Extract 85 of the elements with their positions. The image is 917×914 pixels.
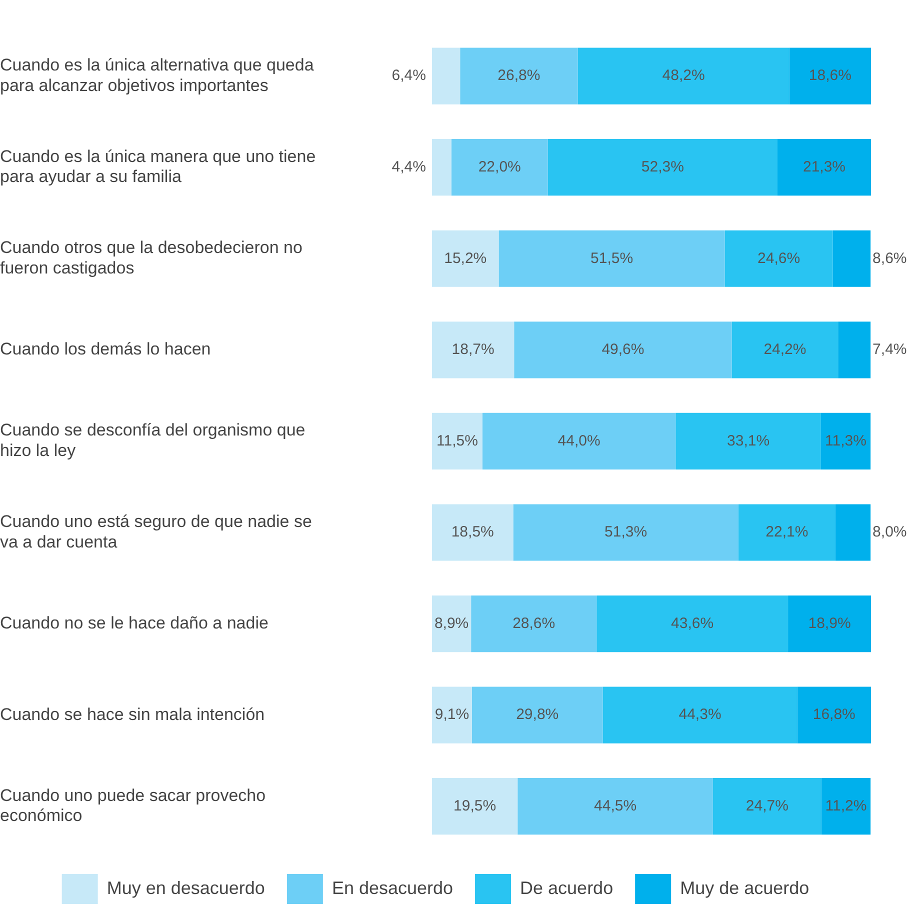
data-label: 8,9%	[434, 614, 469, 632]
data-label: 43,6%	[671, 614, 714, 632]
data-label: 22,0%	[478, 158, 521, 176]
bar	[498, 230, 725, 287]
data-label: 18,5%	[451, 524, 494, 541]
y-tick-label: Cuando no se le hace daño a nadie	[0, 613, 268, 632]
y-tick-label: Cuando es la única alternativa que queda para alcanzar objetivos importantes	[0, 56, 314, 95]
y-tick-label: Cuando se hace sin mala intención	[0, 704, 265, 724]
data-label: 11,3%	[825, 432, 866, 450]
data-label: 18,9%	[808, 614, 851, 632]
data-label: 16,8%	[812, 706, 856, 724]
data-label: 6,4%	[392, 67, 426, 84]
bar	[832, 230, 871, 287]
bar	[738, 504, 836, 561]
y-tick-label: Cuando se desconfía del organismo que hizo la ley	[0, 420, 306, 460]
bar	[451, 139, 548, 196]
data-label: 4,4%	[392, 158, 426, 176]
bar	[513, 504, 738, 561]
data-label: 51,3%	[604, 524, 648, 541]
y-tick-label: Cuando otros que la desobedecieron no fueron castigados	[0, 238, 302, 278]
bar	[835, 504, 871, 561]
data-label: 49,6%	[602, 341, 644, 358]
y-tick-label: Cuando uno puede sacar provecho económico	[0, 786, 266, 826]
legend-label: Muy en desacuerdo	[106, 878, 265, 898]
bar	[724, 230, 833, 287]
data-label: 51,5%	[590, 250, 634, 267]
bar	[432, 139, 452, 196]
bar	[578, 48, 790, 104]
bar	[789, 48, 871, 104]
bar	[432, 48, 460, 104]
data-label: 9,1%	[434, 706, 470, 724]
bar	[821, 778, 871, 835]
bar	[712, 778, 822, 835]
bar	[797, 686, 871, 744]
bar	[471, 595, 597, 652]
y-tick-label: Cuando uno está seguro de que nadie se va a dar cuenta	[0, 512, 312, 552]
data-label: 24,2%	[764, 341, 806, 358]
bar	[432, 412, 482, 470]
bar	[432, 230, 499, 287]
bar	[514, 322, 732, 378]
bar	[676, 412, 821, 470]
bar	[460, 48, 578, 104]
bar	[432, 322, 514, 378]
data-label: 8,6%	[872, 250, 907, 267]
data-label: 18,6%	[808, 67, 852, 84]
data-label: 29,8%	[516, 706, 559, 724]
data-label: 22,1%	[766, 524, 808, 541]
bar	[596, 595, 788, 652]
bar	[472, 686, 603, 744]
bar	[777, 139, 871, 196]
bar	[548, 139, 778, 196]
legend-label: De acuerdo	[520, 878, 614, 898]
data-label: 24,6%	[758, 250, 800, 267]
y-tick-label: Cuando es la única manera que uno tiene para ayudar a su familia	[0, 146, 316, 186]
data-label: 19,5%	[454, 797, 496, 814]
y-tick-label: Cuando los demás lo hacen	[0, 340, 211, 359]
data-label: 24,7%	[746, 797, 788, 814]
bar	[432, 504, 514, 561]
bar	[838, 322, 871, 378]
data-label: 48,2%	[662, 67, 705, 84]
bar	[432, 686, 472, 744]
data-label: 8,0%	[872, 524, 907, 541]
data-label: 15,2%	[444, 250, 487, 267]
data-label: 44,3%	[678, 706, 722, 724]
data-label: 44,0%	[558, 432, 600, 450]
bar	[602, 686, 798, 744]
data-label: 28,6%	[512, 614, 556, 632]
data-label: 26,8%	[498, 67, 540, 84]
data-label: 52,3%	[641, 158, 684, 176]
bar	[820, 412, 871, 470]
data-label: 18,7%	[452, 341, 494, 358]
legend-label: En desacuerdo	[332, 878, 454, 898]
data-label: 7,4%	[872, 341, 907, 358]
legend-label: Muy de acuerdo	[680, 878, 810, 898]
data-label: 33,1%	[727, 432, 770, 450]
bar	[482, 412, 676, 470]
bar	[432, 778, 518, 835]
data-label: 44,5%	[594, 797, 637, 814]
bar	[432, 595, 472, 652]
data-label: 21,3%	[802, 158, 846, 176]
data-label: 11,5%	[436, 432, 478, 450]
bar	[788, 595, 871, 652]
bar	[518, 778, 713, 835]
data-label: 11,2%	[825, 797, 867, 814]
bar	[732, 322, 838, 378]
